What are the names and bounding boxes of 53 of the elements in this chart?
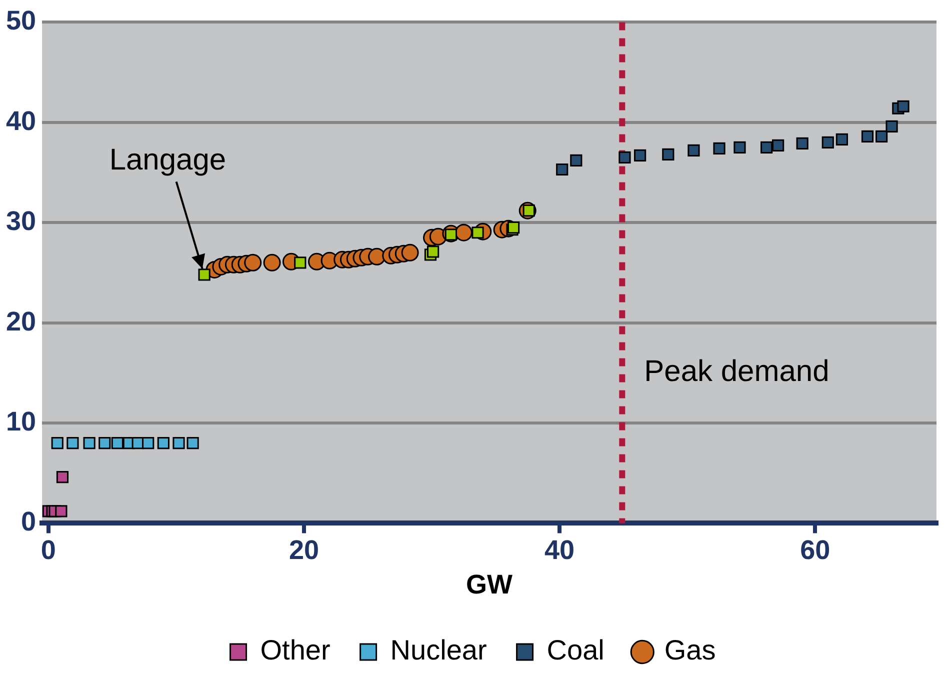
- x-tick-label: 0: [40, 534, 56, 565]
- point: [263, 254, 281, 272]
- point: [897, 100, 910, 112]
- y-tick-label: 30: [6, 206, 36, 236]
- y-tick-label: 20: [6, 306, 36, 336]
- x-tick-label: 60: [800, 534, 830, 565]
- point: [55, 505, 68, 518]
- point: [796, 137, 808, 150]
- ref-line-label: Peak demand: [644, 355, 830, 388]
- point: [198, 268, 210, 281]
- point: [634, 149, 646, 162]
- point: [734, 141, 746, 154]
- point: [56, 471, 69, 484]
- point: [836, 133, 848, 146]
- point: [186, 436, 199, 450]
- point: [98, 436, 111, 450]
- point: [861, 130, 874, 142]
- point: [172, 436, 185, 450]
- y-tick-label: 10: [6, 406, 36, 436]
- point: [368, 248, 386, 266]
- y-tick-label: 0: [21, 506, 36, 537]
- point: [886, 120, 898, 132]
- legend-label: Other: [260, 634, 330, 666]
- point: [294, 256, 306, 269]
- point: [556, 163, 568, 176]
- x-axis-title: GW: [466, 569, 514, 600]
- y-tick-label: 50: [6, 6, 36, 36]
- point: [713, 142, 726, 155]
- legend-label: Gas: [664, 634, 716, 666]
- point: [157, 436, 170, 450]
- point: [83, 436, 96, 450]
- point: [876, 130, 888, 142]
- x-tick-label: 20: [288, 534, 320, 565]
- point: [454, 224, 472, 242]
- legend-label: Coal: [546, 634, 604, 666]
- point: [111, 436, 124, 450]
- point: [570, 154, 582, 167]
- point: [244, 254, 262, 272]
- annotation: Langage: [109, 144, 226, 177]
- point: [772, 139, 784, 152]
- point: [51, 436, 64, 450]
- x-tick-label: 40: [544, 534, 575, 565]
- point: [142, 436, 154, 450]
- point: [822, 136, 834, 148]
- point: [688, 144, 700, 157]
- point: [66, 436, 79, 450]
- y-tick-label: 40: [6, 106, 36, 136]
- point: [618, 151, 631, 164]
- legend-label: Nuclear: [390, 634, 487, 666]
- point: [426, 246, 440, 258]
- point: [662, 148, 674, 161]
- point: [760, 141, 773, 154]
- point: [401, 244, 419, 262]
